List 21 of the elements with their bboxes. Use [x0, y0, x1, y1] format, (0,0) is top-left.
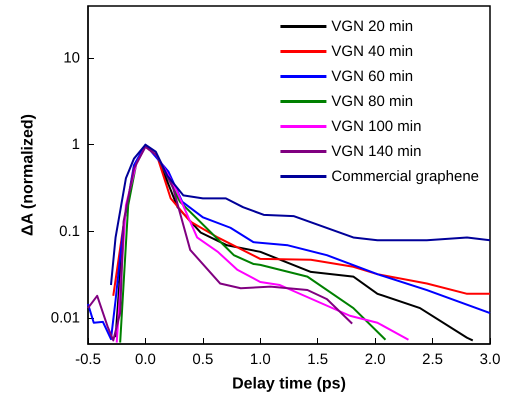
- legend-label: VGN 140 min: [331, 143, 422, 160]
- legend-label: VGN 60 min: [331, 68, 414, 85]
- x-axis-title: Delay time (ps): [232, 376, 346, 392]
- legend-label: VGN 40 min: [331, 43, 414, 60]
- y-tick-label: 0.01: [50, 309, 80, 326]
- x-tick-label: 3.0: [480, 351, 500, 368]
- x-tick-label: 1.5: [307, 351, 328, 368]
- x-tick-label: 2.0: [364, 351, 386, 368]
- x-tick-label: 0.5: [192, 351, 214, 368]
- x-tick-label: -0.5: [75, 351, 101, 368]
- y-tick-label: 1: [72, 136, 80, 154]
- x-tick-label: 1.0: [250, 351, 271, 368]
- x-tick-label: 2.5: [422, 351, 443, 368]
- legend-label: VGN 80 min: [331, 93, 414, 110]
- legend-label: Commercial graphene: [331, 168, 480, 185]
- legend-label: VGN 100 min: [331, 118, 422, 135]
- x-tick-label: 0.0: [135, 351, 156, 368]
- y-tick-label: 10: [63, 50, 80, 67]
- y-axis-title: ΔA (normalized): [20, 114, 36, 236]
- legend-label: VGN 20 min: [331, 18, 414, 35]
- y-tick-label: 0.1: [59, 222, 80, 240]
